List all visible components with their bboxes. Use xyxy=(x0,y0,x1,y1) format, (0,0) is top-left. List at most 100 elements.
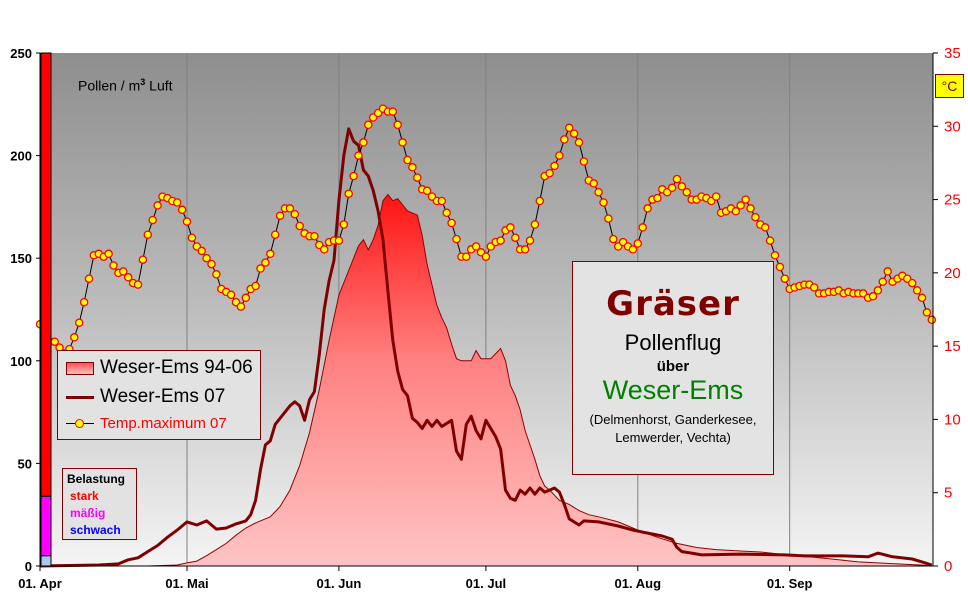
temp-marker xyxy=(319,245,329,254)
temp-marker xyxy=(153,201,162,210)
subtitle-pollenflug: Pollenflug xyxy=(624,330,722,355)
temp-marker xyxy=(545,168,554,178)
subtitle-ueber: über xyxy=(656,358,690,375)
temp-marker xyxy=(780,274,790,283)
temp-marker xyxy=(388,107,398,116)
temp-marker xyxy=(609,234,618,244)
temp-marker xyxy=(579,157,589,166)
temp-marker xyxy=(677,182,687,191)
temp-marker xyxy=(682,187,692,197)
temp-marker xyxy=(241,293,251,303)
temp-marker xyxy=(868,292,878,301)
plot-unit-label: Pollen / m3 Luft xyxy=(78,77,173,94)
temp-marker xyxy=(599,198,608,207)
right-axis-tick-label: 35 xyxy=(944,45,961,62)
temp-marker xyxy=(270,230,280,239)
temp-marker xyxy=(751,212,760,222)
places-line-2: Lemwerder, Vechta) xyxy=(615,430,731,445)
temp-marker xyxy=(197,246,206,256)
temp-marker xyxy=(809,283,819,292)
belastung-schwach: schwach xyxy=(70,523,121,537)
left-axis-tick-label: 100 xyxy=(10,354,32,369)
temp-marker xyxy=(266,249,275,259)
temp-marker xyxy=(256,264,265,273)
temp-marker xyxy=(653,193,662,203)
legend-item-07: Weser-Ems 07 xyxy=(66,386,225,408)
temp-marker xyxy=(873,286,883,295)
temp-marker xyxy=(481,252,491,261)
temp-marker xyxy=(123,273,133,282)
temp-marker xyxy=(349,171,358,181)
chart-title: Gräser xyxy=(606,284,740,324)
temp-marker xyxy=(138,255,148,264)
temp-marker xyxy=(354,151,363,160)
x-axis-tick-label: 01. Aug xyxy=(615,576,662,591)
temp-marker xyxy=(79,297,89,307)
line-series-weser-ems-07 xyxy=(39,127,933,568)
temp-marker xyxy=(119,267,128,276)
temp-marker xyxy=(564,123,574,133)
temp-marker xyxy=(212,270,221,279)
temp-marker xyxy=(133,280,143,289)
temp-marker xyxy=(295,221,304,231)
temp-marker xyxy=(741,195,750,204)
temp-marker xyxy=(251,281,260,291)
belastung-legend: Belastung stark mäßig schwach xyxy=(62,468,137,540)
temp-marker xyxy=(560,135,569,144)
temp-marker xyxy=(364,120,373,130)
right-axis-tick-label: 10 xyxy=(944,411,961,428)
temp-marker xyxy=(344,189,353,198)
right-axis-tick-label: 5 xyxy=(944,485,952,502)
places-line-1: (Delmenhorst, Ganderkesee, xyxy=(589,412,757,427)
temp-marker xyxy=(471,242,481,251)
temp-marker xyxy=(638,223,647,232)
temp-marker xyxy=(339,220,349,229)
subtitle-region: Weser-Ems xyxy=(602,375,744,405)
temp-marker xyxy=(447,218,456,228)
temp-marker xyxy=(413,173,422,182)
temp-marker xyxy=(393,120,402,130)
temp-marker xyxy=(643,204,652,213)
temp-marker xyxy=(628,245,638,254)
temp-marker xyxy=(442,208,451,218)
right-axis-tick-label: 20 xyxy=(944,265,961,282)
legend-swatch-marker xyxy=(66,418,94,429)
temp-marker xyxy=(506,223,515,232)
left-axis-tick-label: 200 xyxy=(10,149,32,164)
belastung-bar-schwach xyxy=(40,555,52,567)
x-axis-tick-label: 01. Apr xyxy=(18,576,62,591)
x-axis-tick-label: 01. Sep xyxy=(767,576,813,591)
temp-marker xyxy=(275,211,285,220)
temp-marker xyxy=(511,233,520,242)
temp-marker xyxy=(604,214,613,223)
temp-marker xyxy=(334,236,344,245)
temp-marker xyxy=(207,259,216,269)
temp-marker xyxy=(530,220,540,229)
legend-swatch-area xyxy=(66,361,94,375)
area-series-weser-ems-94-06 xyxy=(147,193,928,567)
temp-marker xyxy=(883,267,892,276)
temp-marker xyxy=(731,207,741,216)
left-axis-tick-label: 0 xyxy=(25,559,32,574)
temp-marker xyxy=(437,196,447,206)
legend-item-temp: Temp.maximum 07 xyxy=(66,415,227,432)
legend-swatch-line xyxy=(66,395,94,399)
right-axis-tick-label: 15 xyxy=(944,338,961,355)
temp-marker xyxy=(667,183,677,193)
temp-marker xyxy=(104,249,113,259)
temp-marker xyxy=(70,333,79,342)
temp-marker xyxy=(555,151,564,160)
celsius-unit-badge: °C xyxy=(935,74,964,98)
temp-marker xyxy=(525,236,535,245)
temp-marker xyxy=(148,215,157,225)
temp-marker xyxy=(236,302,246,311)
temp-marker xyxy=(878,277,888,286)
temp-marker xyxy=(907,278,917,288)
temp-marker xyxy=(711,192,721,201)
temp-marker xyxy=(589,179,598,188)
temp-marker xyxy=(359,138,368,147)
temp-marker xyxy=(177,205,187,215)
temp-marker xyxy=(172,198,182,207)
belastung-title: Belastung xyxy=(67,472,126,486)
